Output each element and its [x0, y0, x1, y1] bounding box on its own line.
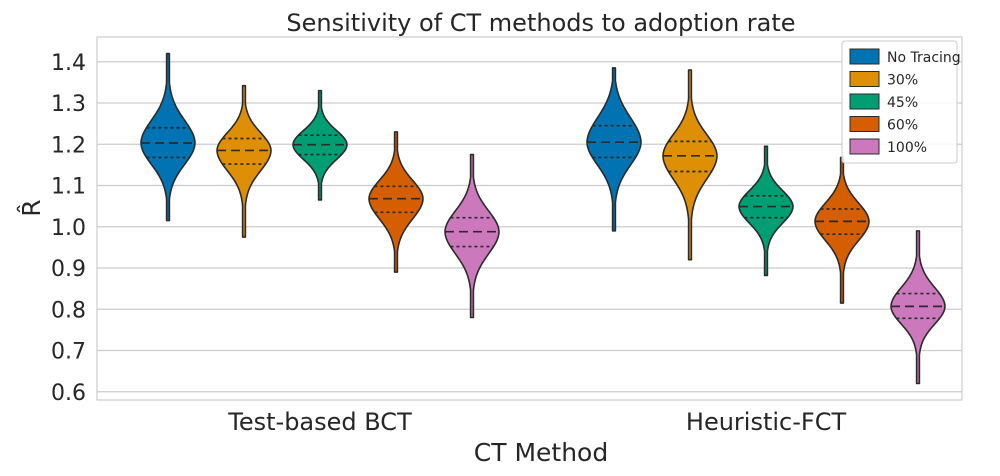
x-tick-labels: Test-based BCT Heuristic-FCT [227, 408, 846, 436]
y-tick-label: 0.9 [51, 257, 86, 282]
violin [814, 156, 870, 304]
y-tick-label: 0.8 [51, 298, 86, 323]
legend-label: 45% [887, 95, 918, 111]
violin-body [890, 230, 946, 385]
y-axis-title: R̂ [17, 199, 46, 216]
legend-swatch [849, 48, 880, 65]
legend-swatch [849, 71, 880, 87]
legend: No Tracing 30% 45% 60% 100% [841, 40, 961, 164]
x-tick-label: Heuristic-FCT [686, 408, 847, 436]
legend-swatch [849, 138, 880, 155]
y-tick-label: 1.4 [51, 51, 86, 76]
violin [586, 67, 642, 232]
legend-label: 30% [887, 73, 918, 89]
violin [216, 84, 272, 238]
violin-body [444, 153, 500, 319]
violin-body [814, 156, 870, 304]
violin [140, 52, 196, 222]
chart-title: Sensitivity of CT methods to adoption ra… [286, 9, 795, 37]
y-tick-labels: 0.6 0.7 0.8 0.9 1.0 1.1 1.2 1.3 1.4 [51, 51, 86, 406]
violin [368, 131, 424, 273]
legend-label: 100% [887, 140, 927, 156]
violin-body [292, 89, 348, 201]
plot-frame [96, 36, 963, 401]
violin-body [738, 145, 794, 277]
violin-body [586, 67, 642, 232]
legend-swatch [849, 93, 880, 110]
violin-body [662, 69, 718, 261]
violin [444, 153, 500, 319]
x-tick-label: Test-based BCT [227, 408, 412, 436]
legend-swatch [849, 116, 880, 132]
violin-body [216, 84, 272, 238]
legend-label: No Tracing [887, 50, 961, 66]
y-tick-label: 0.7 [51, 340, 86, 365]
violin [292, 89, 348, 201]
legend-label: 60% [887, 118, 918, 134]
violin [662, 69, 718, 261]
y-tick-label: 0.6 [51, 381, 86, 406]
violin [738, 145, 794, 277]
y-tick-label: 1.1 [51, 175, 86, 200]
y-tick-label: 1.0 [51, 216, 86, 241]
x-axis-title: CT Method [474, 438, 608, 467]
violin-body [140, 52, 196, 222]
y-tick-label: 1.3 [51, 92, 86, 117]
violin [890, 230, 946, 385]
violin-body [368, 131, 424, 273]
y-tick-label: 1.2 [51, 133, 86, 158]
violins [140, 52, 946, 385]
